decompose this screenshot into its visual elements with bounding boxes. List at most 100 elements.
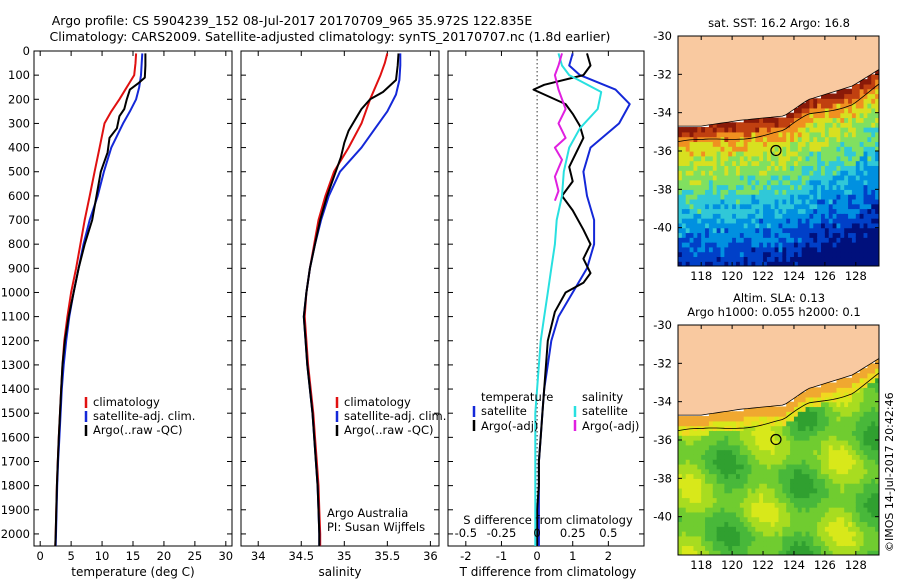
heatmap-cell	[793, 483, 799, 489]
heatmap-cell	[759, 179, 764, 186]
heatmap-cell	[782, 136, 787, 143]
heatmap-cell	[766, 155, 772, 162]
heatmap-cell	[728, 237, 733, 243]
heatmap-cell	[863, 227, 869, 234]
heatmap-cell	[716, 487, 722, 494]
heatmap-cell	[793, 146, 799, 152]
heatmap-cell	[844, 246, 849, 253]
heatmap-cell	[790, 483, 795, 489]
heatmap-cell	[790, 189, 795, 195]
heatmap-cell	[724, 483, 729, 489]
heatmap-cell	[770, 222, 776, 229]
heatmap-cell	[724, 203, 729, 210]
heatmap-cell	[867, 454, 872, 460]
heatmap-cell	[770, 218, 776, 224]
heatmap-cell	[844, 213, 849, 219]
heatmap-cell	[875, 463, 879, 470]
heatmap-cell	[824, 535, 830, 542]
heatmap-cell	[689, 463, 695, 470]
heatmap-cell	[697, 155, 702, 162]
heatmap-cell	[863, 435, 869, 441]
heatmap-cell	[759, 165, 764, 171]
heatmap-cell	[871, 516, 876, 523]
heatmap-cell	[681, 165, 687, 171]
heatmap-cell	[863, 232, 869, 238]
heatmap-cell	[790, 208, 795, 214]
heatmap-cell	[782, 540, 787, 547]
heatmap-cell	[821, 174, 826, 181]
heatmap-cell	[805, 449, 811, 455]
heatmap-cell	[693, 440, 698, 446]
heatmap-cell	[739, 444, 745, 451]
heatmap-cell	[743, 179, 749, 186]
heatmap-cell	[728, 416, 733, 422]
heatmap-cell	[770, 440, 776, 446]
depth-tick-label: 400	[8, 141, 30, 155]
heatmap-cell	[805, 165, 811, 171]
heatmap-cell	[678, 246, 683, 253]
heatmap-cell	[828, 483, 834, 489]
heatmap-cell	[763, 136, 768, 143]
heatmap-cell	[705, 540, 710, 547]
heatmap-cell	[809, 468, 814, 475]
heatmap-cell	[716, 261, 722, 266]
heatmap-cell	[701, 184, 706, 190]
heatmap-cell	[724, 454, 729, 460]
heatmap-cell	[875, 141, 879, 147]
heatmap-cell	[844, 521, 849, 527]
heatmap-cell	[778, 440, 783, 446]
heatmap-cell	[855, 473, 861, 479]
heatmap-cell	[863, 151, 869, 157]
heatmap-cell	[693, 492, 698, 499]
heatmap-cell	[763, 406, 768, 412]
heatmap-cell	[793, 459, 799, 465]
heatmap-cell	[801, 256, 807, 262]
heatmap-cell	[701, 487, 706, 494]
heatmap-cell	[739, 411, 745, 417]
heatmap-cell	[863, 531, 869, 537]
heatmap-cell	[871, 227, 876, 234]
heatmap-cell	[747, 435, 753, 441]
heatmap-cell	[817, 136, 822, 143]
heatmap-cell	[817, 531, 822, 537]
heatmap-cell	[828, 131, 834, 138]
heatmap-cell	[697, 459, 702, 465]
heatmap-cell	[824, 122, 830, 128]
heatmap-cell	[821, 483, 826, 489]
heatmap-cell	[678, 521, 683, 527]
heatmap-cell	[848, 107, 853, 114]
heatmap-cell	[863, 93, 869, 99]
heatmap-cell	[739, 487, 745, 494]
heatmap-cell	[724, 540, 729, 547]
heatmap-cell	[824, 98, 830, 104]
heatmap-cell	[778, 246, 783, 253]
heatmap-cell	[763, 151, 768, 157]
heatmap-cell	[828, 459, 834, 465]
heatmap-cell	[770, 256, 776, 262]
heatmap-cell	[809, 507, 814, 513]
heatmap-cell	[871, 435, 876, 441]
heatmap-cell	[708, 483, 714, 489]
heatmap-cell	[766, 198, 772, 205]
heatmap-cell	[824, 440, 830, 446]
heatmap-cell	[697, 151, 702, 157]
heatmap-cell	[693, 218, 698, 224]
heatmap-cell	[782, 440, 787, 446]
heatmap-cell	[766, 127, 772, 133]
heatmap-cell	[751, 131, 756, 138]
heatmap-cell	[708, 155, 714, 162]
heatmap-cell	[871, 550, 876, 555]
x-tick-label: 35.5	[375, 549, 401, 563]
heatmap-cell	[813, 526, 818, 532]
heatmap-cell	[739, 194, 745, 200]
heatmap-cell	[681, 136, 687, 143]
heatmap-cell	[844, 194, 849, 200]
heatmap-cell	[809, 198, 814, 205]
heatmap-cell	[821, 401, 826, 408]
heatmap-cell	[743, 507, 749, 513]
heatmap-cell	[867, 449, 872, 455]
heatmap-cell	[793, 165, 799, 171]
heatmap-cell	[759, 430, 764, 436]
heatmap-cell	[797, 251, 803, 258]
heatmap-cell	[681, 425, 687, 432]
